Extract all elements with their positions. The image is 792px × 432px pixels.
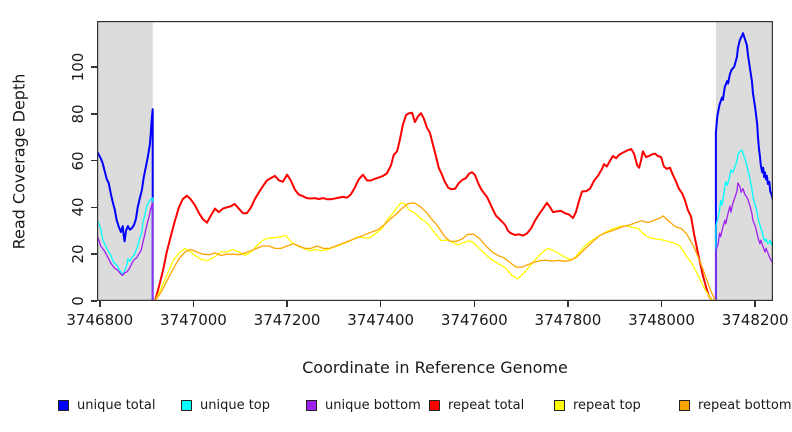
x-tick-mark — [660, 301, 663, 307]
legend-label: unique top — [200, 398, 271, 413]
x-tick-label: 3746800 — [66, 311, 134, 329]
legend-item-unique-total: unique total — [58, 398, 155, 413]
legend-label: repeat top — [573, 398, 641, 413]
legend-item-unique-top: unique top — [181, 398, 270, 413]
legend-item-repeat-bottom: repeat bottom — [679, 398, 792, 413]
legend-swatch-repeat-total — [429, 400, 440, 411]
y-tick-mark — [91, 206, 97, 209]
y-tick-mark — [91, 159, 97, 162]
legend-swatch-unique-top — [181, 400, 192, 411]
legend-item-repeat-total: repeat total — [429, 398, 524, 413]
y-tick-label: 0 — [69, 296, 87, 306]
x-tick-label: 3747000 — [160, 311, 227, 329]
x-tick-mark — [379, 301, 382, 307]
x-tick-label: 3747600 — [440, 311, 508, 329]
x-axis-title: Coordinate in Reference Genome — [302, 358, 568, 377]
x-tick-mark — [754, 301, 756, 307]
x-tick-label: 3747200 — [253, 311, 321, 329]
x-tick-mark — [286, 301, 288, 307]
x-tick-label: 3748200 — [721, 311, 789, 329]
y-axis-title-text: Read Coverage Depth — [9, 73, 29, 249]
legend-label: unique bottom — [325, 398, 421, 413]
legend-label: repeat total — [448, 398, 525, 413]
plot-area — [97, 21, 773, 301]
x-tick-label: 3748000 — [628, 311, 695, 329]
x-tick-mark — [473, 301, 476, 307]
y-tick-label: 80 — [69, 104, 87, 124]
y-axis-title: Read Coverage Depth — [9, 21, 29, 301]
shaded-region — [715, 21, 773, 301]
y-tick-label: 20 — [69, 244, 87, 264]
legend-label: repeat bottom — [698, 398, 792, 413]
x-tick-label: 3747400 — [347, 311, 415, 329]
y-tick-mark — [91, 66, 97, 68]
line-unique-total — [97, 32, 773, 301]
legend-swatch-repeat-bottom — [679, 400, 690, 411]
y-tick-mark — [91, 113, 97, 115]
line-unique-bottom — [97, 182, 773, 301]
line-repeat-bottom — [97, 202, 773, 301]
x-tick-mark — [567, 301, 569, 307]
y-tick-label: 60 — [69, 151, 87, 171]
line-repeat-total — [97, 111, 773, 301]
y-tick-label: 100 — [69, 52, 87, 82]
shaded-region — [97, 21, 153, 301]
line-repeat-top — [97, 202, 773, 301]
x-tick-mark — [192, 301, 195, 307]
legend-label: unique total — [77, 398, 156, 413]
y-tick-mark — [91, 300, 97, 302]
legend-swatch-repeat-top — [554, 400, 565, 411]
legend-item-unique-bottom: unique bottom — [306, 398, 421, 413]
y-tick-label: 40 — [69, 197, 87, 217]
x-tick-label: 3747800 — [534, 311, 602, 329]
legend-swatch-unique-total — [58, 400, 69, 411]
y-tick-mark — [91, 253, 97, 255]
legend-swatch-unique-bottom — [306, 400, 317, 411]
legend-item-repeat-top: repeat top — [554, 398, 641, 413]
plot-border — [97, 21, 773, 301]
x-tick-mark — [99, 301, 101, 307]
line-unique-top — [97, 149, 773, 301]
